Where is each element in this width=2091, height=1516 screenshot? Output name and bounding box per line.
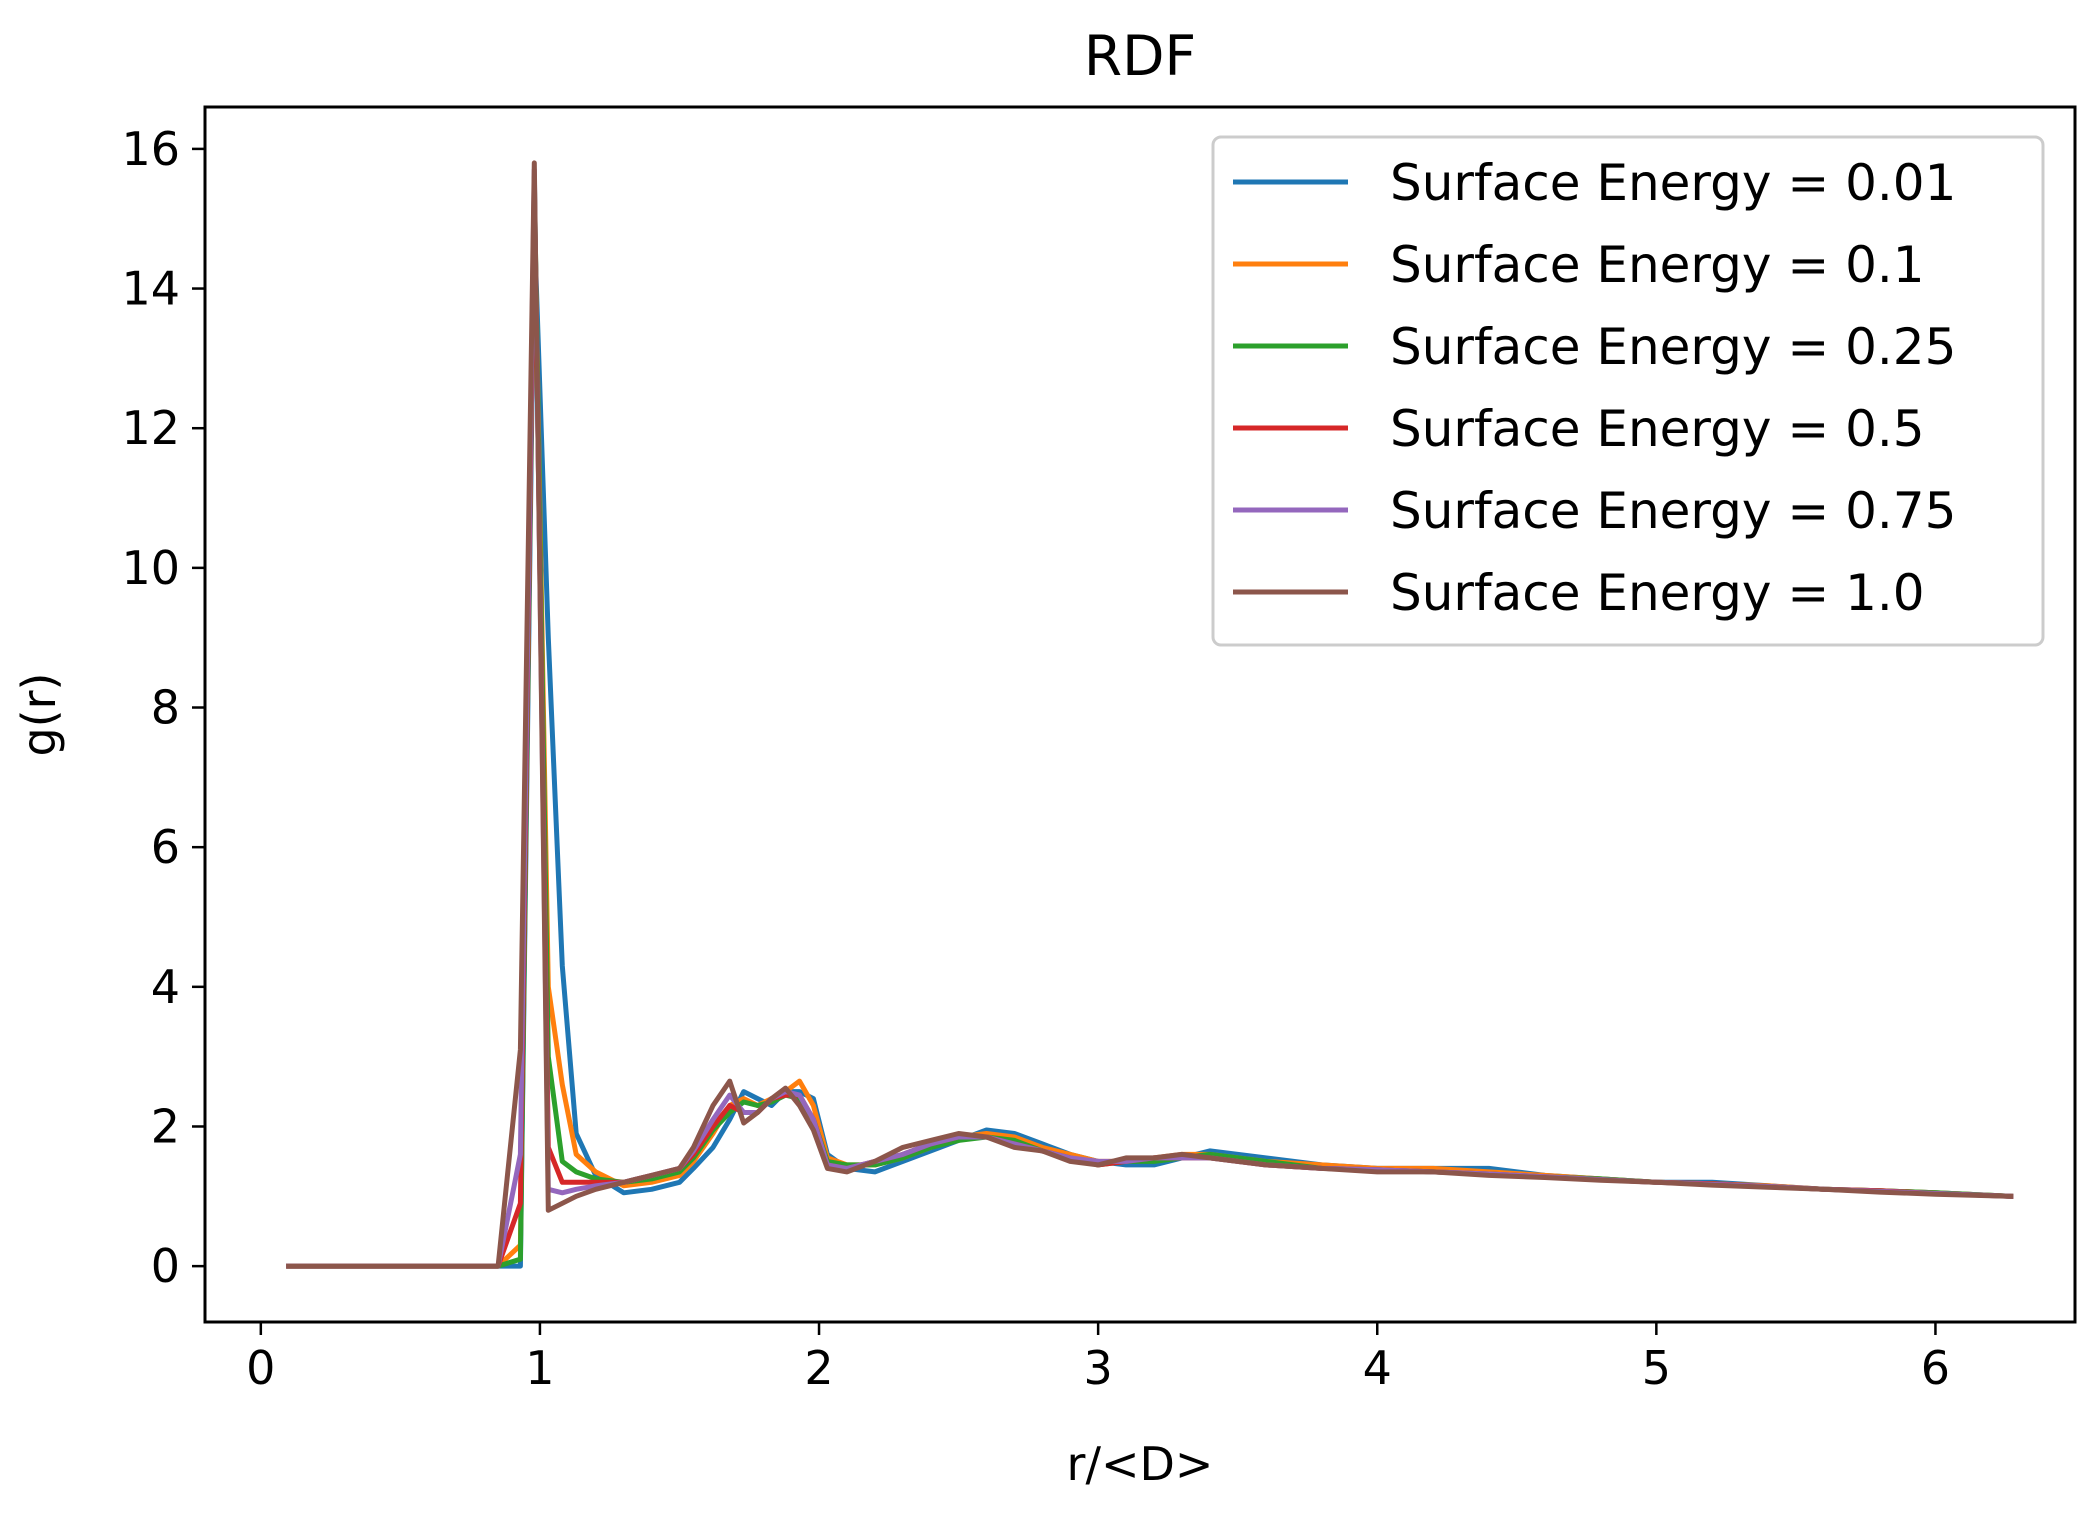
y-tick-label: 0 — [151, 1239, 180, 1293]
y-tick-label: 16 — [121, 122, 180, 176]
y-tick-label: 14 — [121, 262, 180, 316]
series-line-6 — [286, 160, 2014, 1269]
y-axis-label: g(r) — [12, 672, 66, 756]
x-tick-label: 0 — [246, 1341, 275, 1395]
x-axis-label: r/<D> — [1067, 1437, 1214, 1491]
y-tick-label: 12 — [121, 401, 180, 455]
legend-box — [1211, 135, 2045, 647]
legend-label: Surface Energy = 0.5 — [1390, 400, 1925, 458]
plot-frame — [203, 105, 2077, 1324]
legend-label: Surface Energy = 0.75 — [1390, 482, 1956, 540]
x-tick-label: 2 — [804, 1341, 833, 1395]
x-axis: 0 1 2 3 4 5 6 — [246, 1322, 1950, 1395]
chart-title: RDF — [1084, 24, 1196, 88]
y-tick-label: 10 — [121, 541, 180, 595]
y-axis: 0 2 4 6 8 10 12 14 16 — [121, 122, 205, 1293]
series-group — [286, 160, 2014, 1269]
x-tick-label: 3 — [1083, 1341, 1112, 1395]
x-tick-label: 5 — [1642, 1341, 1671, 1395]
x-tick-label: 6 — [1921, 1341, 1950, 1395]
y-tick-label: 2 — [151, 1099, 180, 1153]
x-tick-label: 1 — [525, 1341, 554, 1395]
y-tick-label: 8 — [151, 681, 180, 735]
legend-label: Surface Energy = 0.25 — [1390, 318, 1956, 376]
y-tick-label: 4 — [151, 960, 180, 1014]
legend-label: Surface Energy = 0.1 — [1390, 236, 1925, 294]
legend: Surface Energy = 0.01 Surface Energy = 0.… — [1211, 135, 2045, 647]
y-tick-label: 6 — [151, 820, 180, 874]
legend-label: Surface Energy = 0.01 — [1390, 154, 1956, 212]
legend-label: Surface Energy = 1.0 — [1390, 564, 1925, 622]
x-tick-label: 4 — [1363, 1341, 1392, 1395]
